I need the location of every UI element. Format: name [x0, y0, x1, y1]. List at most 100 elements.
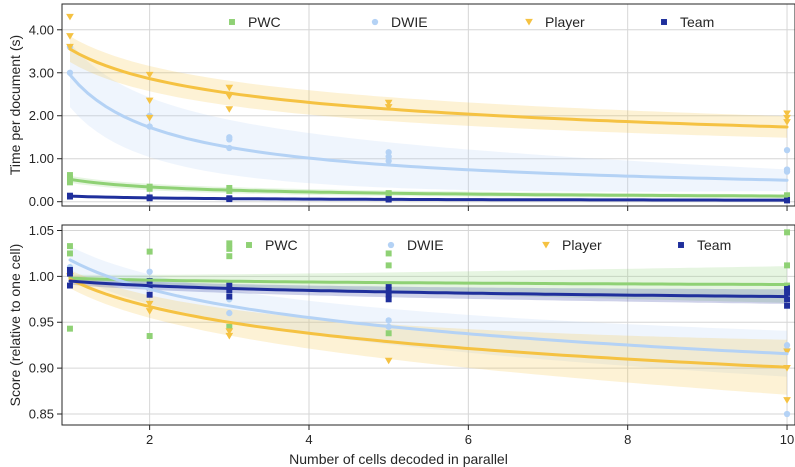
point-player-2: [145, 308, 154, 315]
fit-line-team: [68, 194, 789, 202]
fit-line-player: [68, 47, 789, 129]
y-tick-label-3: 3.00: [29, 65, 54, 80]
axes-frame: [61, 3, 795, 207]
point-player-9: [384, 99, 393, 107]
legend-label-player: Player: [545, 14, 585, 30]
fit-line-dwie: [68, 73, 789, 182]
point-player-8: [783, 397, 791, 404]
fit-line-pwc: [68, 177, 789, 198]
point-pwc-3: [146, 248, 153, 255]
point-player-3: [225, 328, 234, 335]
point-pwc-6: [226, 245, 233, 252]
y-tick-label-2: 2.00: [29, 108, 54, 123]
fit-line-player: [68, 277, 789, 369]
y-tick-label-4: 4.00: [29, 22, 54, 37]
point-player-4: [145, 97, 154, 105]
point-dwie-5: [226, 136, 233, 143]
legend-marker-team: [678, 242, 684, 248]
y-tick-label-0: 0.00: [29, 194, 54, 209]
y-tick-label-4: 1.05: [29, 223, 54, 238]
y-tick-label-1: 0.90: [29, 361, 54, 376]
legend-marker-pwc: [229, 19, 235, 25]
point-player-12: [783, 114, 791, 122]
point-pwc-10: [385, 262, 392, 269]
point-team-2: [66, 282, 73, 289]
point-dwie-4: [226, 309, 233, 317]
point-pwc-4: [146, 333, 153, 339]
point-pwc-7: [226, 253, 233, 260]
legend-marker-dwie: [371, 18, 379, 26]
point-player-2: [66, 43, 74, 51]
point-dwie-10: [783, 146, 791, 154]
point-team-8: [226, 293, 233, 300]
point-team-1: [66, 270, 73, 277]
point-team-10: [385, 287, 392, 294]
point-pwc-5: [226, 240, 233, 247]
point-player-7: [225, 93, 234, 100]
point-player-5: [384, 357, 393, 365]
confidence-band-team: [70, 277, 787, 304]
point-player-1: [66, 33, 74, 40]
y-axis-label: Score (relative to one cell): [7, 244, 23, 407]
point-player-10: [384, 104, 393, 111]
point-pwc-0: [66, 172, 73, 179]
x-tick-label-4: 4: [305, 432, 312, 447]
y-tick-label-0: 0.85: [29, 406, 54, 421]
point-dwie-1: [146, 268, 153, 275]
point-pwc-4: [146, 185, 153, 192]
point-team-14: [784, 289, 791, 296]
fit-line-dwie: [68, 258, 789, 356]
point-team-7: [226, 287, 233, 294]
point-team-9: [385, 282, 392, 289]
point-player-5: [145, 114, 154, 122]
x-tick-label-6: 6: [465, 432, 472, 447]
point-team-13: [784, 285, 791, 292]
legend-label-player: Player: [562, 237, 602, 253]
legend-marker-pwc: [246, 242, 252, 248]
point-player-6: [783, 348, 791, 356]
point-player-13: [783, 119, 791, 126]
x-tick-label-8: 8: [624, 432, 631, 447]
legend-label-pwc: PWC: [265, 237, 298, 253]
point-dwie-9: [385, 157, 392, 165]
legend-marker-player: [525, 18, 533, 26]
y-tick-label-1: 1.00: [29, 151, 54, 166]
point-pwc-11: [385, 330, 392, 337]
legend: PWC DWIE Player Team: [246, 237, 731, 253]
legend-label-team: Team: [697, 237, 731, 253]
y-axis-label: Time per document (s): [7, 35, 23, 175]
confidence-band-dwie: [70, 42, 787, 192]
point-player-11: [783, 110, 791, 118]
legend-marker-dwie: [387, 241, 395, 249]
point-pwc-8: [226, 323, 233, 330]
point-pwc-13: [784, 262, 791, 269]
legend-label-team: Team: [680, 14, 714, 30]
plot-area: [62, 225, 795, 425]
point-team-6: [226, 282, 233, 289]
point-pwc-0: [66, 243, 73, 250]
confidence-band-pwc: [70, 175, 787, 198]
point-pwc-9: [385, 250, 392, 257]
fit-line-team: [68, 279, 789, 299]
x-axis-label: Number of cells decoded in parallel: [289, 451, 508, 467]
legend-label-dwie: DWIE: [391, 14, 428, 30]
plot-area: [62, 4, 795, 206]
point-player-0: [66, 13, 74, 21]
legend-label-dwie: DWIE: [407, 237, 444, 253]
legend-label-pwc: PWC: [248, 14, 281, 30]
point-dwie-12: [783, 168, 791, 175]
axes-frame: [61, 224, 795, 426]
point-team-15: [784, 296, 791, 303]
confidence-band-player: [70, 36, 787, 138]
point-pwc-1: [66, 250, 73, 257]
legend-marker-team: [661, 19, 667, 25]
y-tick-label-3: 1.00: [29, 269, 54, 284]
point-pwc-2: [66, 179, 73, 186]
point-player-4: [225, 332, 234, 340]
point-dwie-9: [783, 410, 791, 418]
point-pwc-5: [226, 184, 233, 191]
point-player-3: [145, 71, 154, 79]
point-pwc-12: [784, 229, 791, 236]
legend: PWC DWIE Player Team: [229, 14, 714, 30]
